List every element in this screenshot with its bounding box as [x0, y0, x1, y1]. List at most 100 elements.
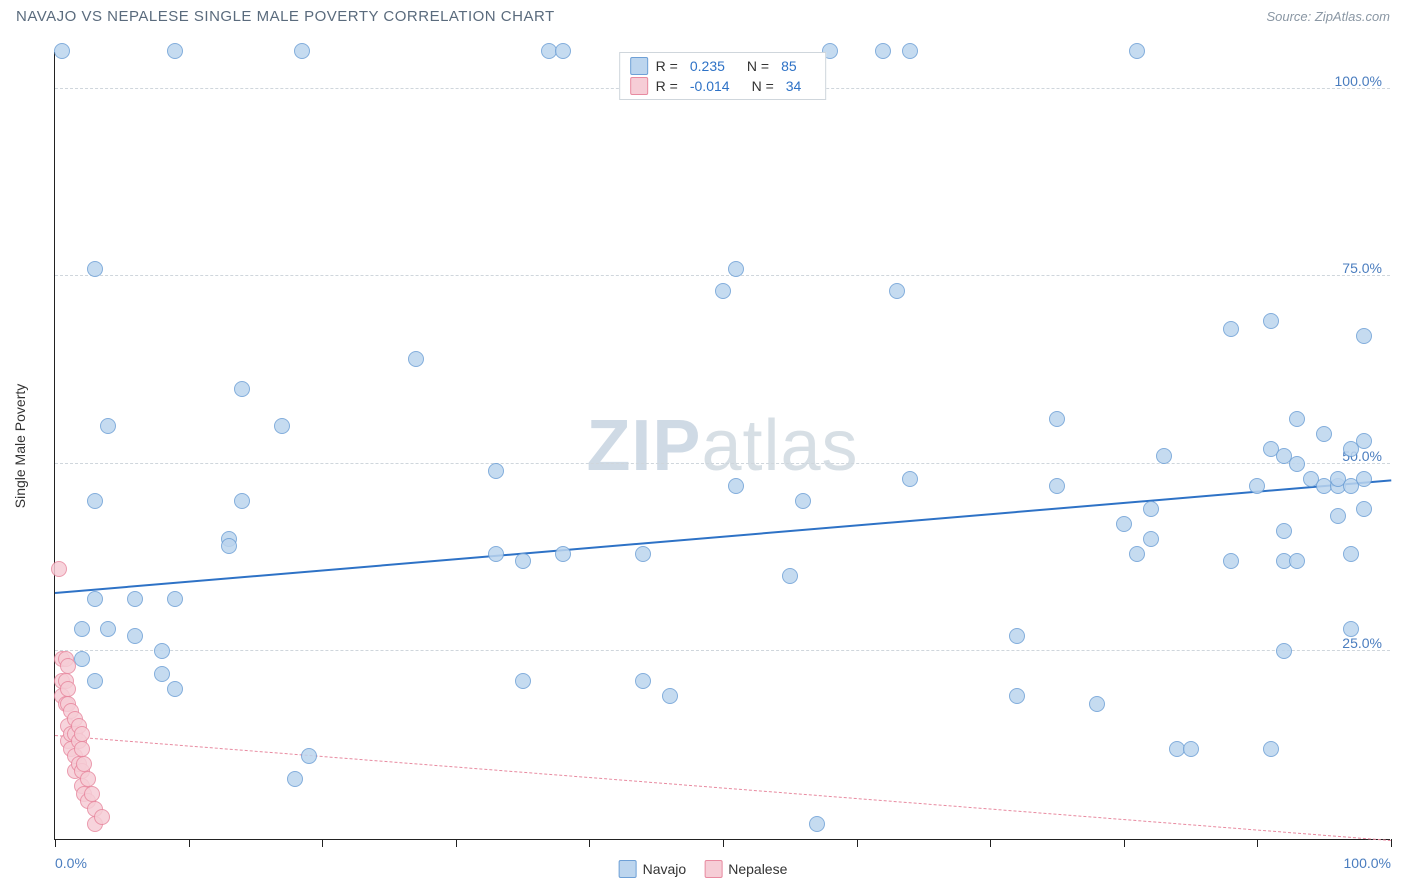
- legend-label: Nepalese: [728, 861, 787, 877]
- data-point: [1143, 531, 1159, 547]
- y-axis-label: Single Male Poverty: [12, 384, 28, 509]
- n-value: 34: [786, 78, 802, 94]
- data-point: [234, 381, 250, 397]
- data-point: [889, 283, 905, 299]
- data-point: [234, 493, 250, 509]
- data-point: [662, 688, 678, 704]
- x-tick: [723, 839, 724, 847]
- data-point: [1089, 696, 1105, 712]
- data-point: [1289, 411, 1305, 427]
- data-point: [1129, 546, 1145, 562]
- data-point: [488, 463, 504, 479]
- data-point: [902, 471, 918, 487]
- data-point: [1356, 433, 1372, 449]
- data-point: [167, 681, 183, 697]
- x-tick: [322, 839, 323, 847]
- data-point: [87, 493, 103, 509]
- data-point: [1276, 523, 1292, 539]
- stats-row: R = 0.235 N = 85: [630, 57, 816, 75]
- x-tick: [55, 839, 56, 847]
- data-point: [167, 43, 183, 59]
- legend-swatch: [630, 57, 648, 75]
- data-point: [221, 538, 237, 554]
- chart-header: NAVAJO VS NEPALESE SINGLE MALE POVERTY C…: [0, 0, 1406, 29]
- data-point: [1156, 448, 1172, 464]
- x-tick: [1124, 839, 1125, 847]
- data-point: [1356, 501, 1372, 517]
- data-point: [1289, 456, 1305, 472]
- data-point: [301, 748, 317, 764]
- data-point: [1343, 621, 1359, 637]
- chart-source: Source: ZipAtlas.com: [1266, 9, 1390, 24]
- data-point: [1263, 313, 1279, 329]
- n-label: N =: [752, 78, 774, 94]
- data-point: [1116, 516, 1132, 532]
- gridline: [55, 275, 1390, 276]
- data-point: [809, 816, 825, 832]
- data-point: [1223, 553, 1239, 569]
- data-point: [74, 741, 90, 757]
- legend-swatch: [704, 860, 722, 878]
- data-point: [782, 568, 798, 584]
- data-point: [54, 43, 70, 59]
- data-point: [1330, 508, 1346, 524]
- data-point: [74, 621, 90, 637]
- data-point: [60, 658, 76, 674]
- data-point: [287, 771, 303, 787]
- data-point: [76, 756, 92, 772]
- data-point: [1276, 643, 1292, 659]
- trend-line-navajo: [55, 480, 1391, 595]
- n-label: N =: [747, 58, 769, 74]
- data-point: [80, 771, 96, 787]
- data-point: [167, 591, 183, 607]
- x-tick: [857, 839, 858, 847]
- gridline: [55, 463, 1390, 464]
- stats-row: R = -0.014 N = 34: [630, 77, 816, 95]
- x-tick: [189, 839, 190, 847]
- gridline: [55, 650, 1390, 651]
- data-point: [1049, 478, 1065, 494]
- scatter-chart: ZIPatlas 25.0%50.0%75.0%100.0%0.0%100.0%…: [54, 52, 1390, 840]
- legend-swatch: [619, 860, 637, 878]
- data-point: [635, 546, 651, 562]
- data-point: [127, 591, 143, 607]
- n-value: 85: [781, 58, 797, 74]
- data-point: [1263, 741, 1279, 757]
- r-value: -0.014: [690, 78, 730, 94]
- data-point: [294, 43, 310, 59]
- data-point: [154, 643, 170, 659]
- data-point: [74, 726, 90, 742]
- y-tick-label: 100.0%: [1335, 73, 1382, 89]
- data-point: [408, 351, 424, 367]
- data-point: [1183, 741, 1199, 757]
- y-tick-label: 25.0%: [1342, 635, 1382, 651]
- data-point: [1143, 501, 1159, 517]
- data-point: [1009, 688, 1025, 704]
- chart-title: NAVAJO VS NEPALESE SINGLE MALE POVERTY C…: [16, 8, 555, 25]
- legend-label: Navajo: [643, 861, 687, 877]
- data-point: [515, 553, 531, 569]
- data-point: [795, 493, 811, 509]
- data-point: [87, 261, 103, 277]
- data-point: [728, 478, 744, 494]
- watermark: ZIPatlas: [586, 405, 858, 487]
- data-point: [1289, 553, 1305, 569]
- data-point: [60, 681, 76, 697]
- data-point: [274, 418, 290, 434]
- data-point: [1049, 411, 1065, 427]
- data-point: [51, 561, 67, 577]
- data-point: [84, 786, 100, 802]
- data-point: [94, 809, 110, 825]
- data-point: [154, 666, 170, 682]
- r-label: R =: [656, 78, 678, 94]
- r-label: R =: [656, 58, 678, 74]
- x-tick-label: 100.0%: [1344, 855, 1391, 871]
- data-point: [1129, 43, 1145, 59]
- x-tick: [589, 839, 590, 847]
- legend-item: Navajo: [619, 860, 687, 878]
- data-point: [902, 43, 918, 59]
- r-value: 0.235: [690, 58, 725, 74]
- x-tick-label: 0.0%: [55, 855, 87, 871]
- y-tick-label: 75.0%: [1342, 260, 1382, 276]
- data-point: [1356, 471, 1372, 487]
